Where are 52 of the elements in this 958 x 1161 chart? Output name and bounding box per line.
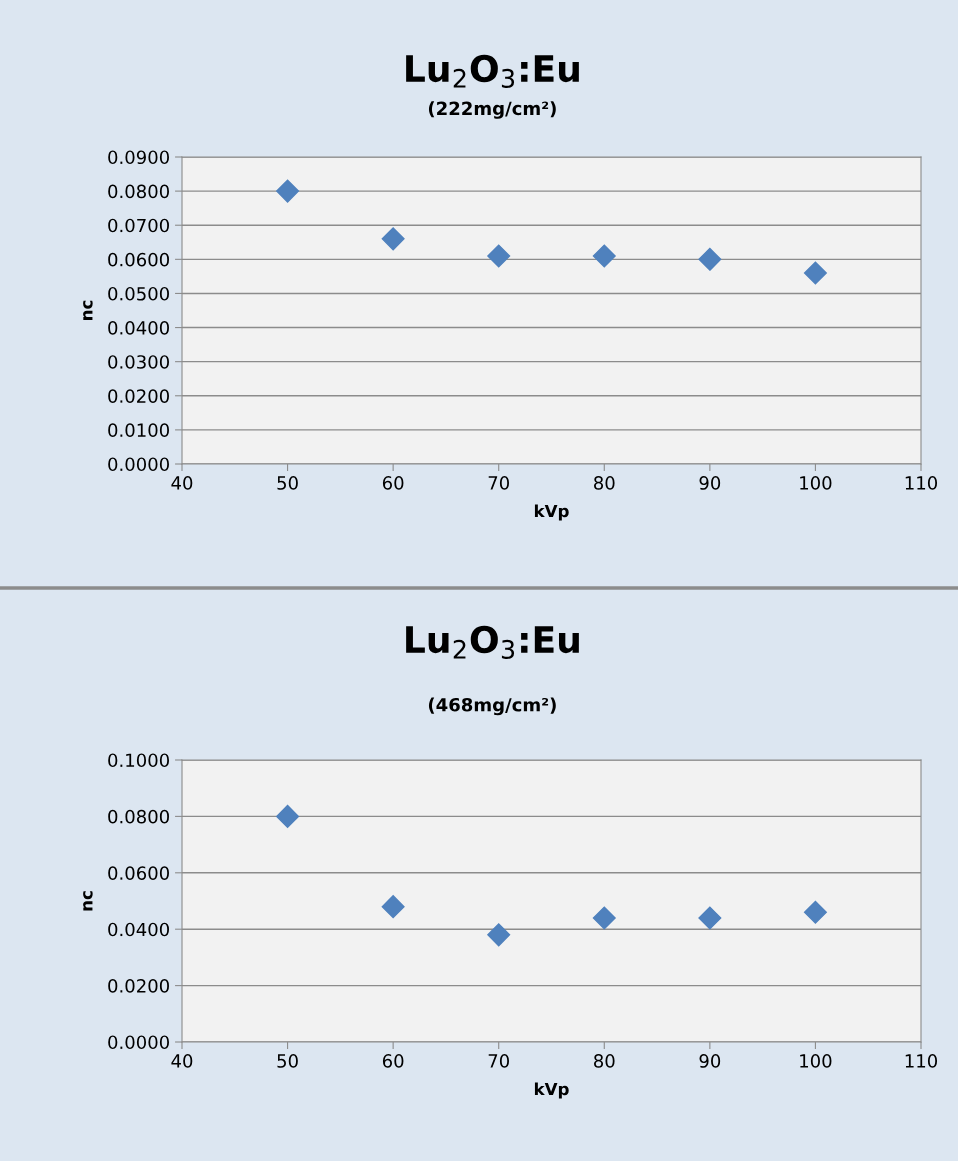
chart-subtitle: (222mg/cm²): [428, 101, 556, 119]
point: [698, 247, 722, 271]
x-tick-label: 110: [905, 476, 938, 490]
y-tick-label: 0.0600: [108, 252, 169, 267]
point: [276, 804, 300, 828]
x-tick-label: 60: [382, 1054, 404, 1068]
y-axis-title: nc: [83, 300, 93, 320]
x-tick-label: 50: [277, 476, 298, 490]
y-tick-label: 0.0600: [108, 866, 169, 880]
y-tick-label: 0.0200: [108, 979, 169, 993]
point: [803, 900, 827, 924]
x-tick-label: 70: [488, 476, 509, 490]
x-tick-label: 90: [699, 476, 721, 490]
y-tick-label: 0.0300: [108, 355, 169, 369]
y-tick-label: 0.0800: [108, 809, 169, 824]
chart-title: Lu$_{2}$O$_{3}$:Eu: [406, 54, 579, 88]
x-tick-label: 100: [800, 476, 832, 490]
y-tick-label: 0.0500: [108, 286, 169, 301]
point: [698, 906, 722, 930]
x-tick-label: 80: [594, 476, 615, 490]
y-tick-label: 0.0800: [108, 184, 169, 199]
y-tick-label: 0.1000: [108, 753, 169, 768]
point: [592, 244, 616, 268]
point: [487, 923, 511, 947]
x-tick-label: 40: [171, 1054, 193, 1068]
x-tick-label: 80: [594, 1054, 615, 1068]
y-tick-label: 0.0100: [108, 423, 169, 438]
y-tick-label: 0.0200: [108, 389, 169, 403]
point: [487, 244, 511, 268]
x-tick-label: 110: [905, 1054, 938, 1068]
chart-subtitle: (468mg/cm²): [428, 697, 556, 716]
point: [381, 227, 405, 251]
y-tick-label: 0.0900: [108, 150, 169, 165]
chart-title: Lu$_{2}$O$_{3}$:Eu: [406, 625, 579, 659]
x-tick-label: 60: [382, 476, 404, 490]
x-axis-title: kVp: [534, 1082, 569, 1099]
x-axis-title: kVp: [534, 504, 569, 521]
x-tick-label: 90: [699, 1054, 721, 1068]
y-tick-label: 0.0400: [108, 922, 169, 937]
point: [276, 179, 300, 203]
y-tick-label: 0.0700: [108, 218, 169, 233]
point: [803, 261, 827, 285]
point: [592, 906, 616, 930]
y-tick-label: 0.0000: [108, 1035, 169, 1050]
point: [381, 895, 405, 919]
x-tick-label: 70: [488, 1054, 509, 1068]
x-tick-label: 40: [171, 476, 193, 490]
y-tick-label: 0.0400: [108, 321, 169, 335]
y-tick-label: 0.0000: [108, 457, 169, 472]
y-axis-title: nc: [83, 891, 93, 911]
x-tick-label: 100: [800, 1054, 832, 1068]
x-tick-label: 50: [277, 1054, 298, 1068]
